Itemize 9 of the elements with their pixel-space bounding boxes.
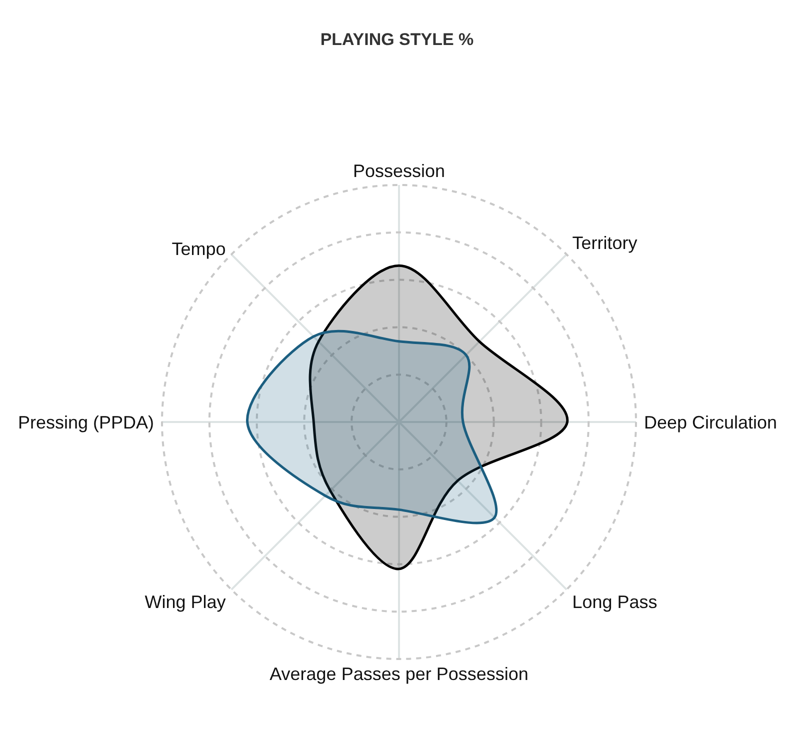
spoke-label: Territory <box>572 232 638 253</box>
spoke-label: Average Passes per Possession <box>270 664 528 684</box>
spoke-label: Possession <box>352 161 446 181</box>
spoke-label: Tempo <box>172 239 226 260</box>
chart-title: PLAYING STYLE % <box>319 29 475 51</box>
spoke-label: Long Pass <box>572 592 658 612</box>
spoke-label: Deep Circulation <box>644 412 778 432</box>
spoke-label: Wing Play <box>144 592 226 612</box>
spoke-label: Pressing (PPDA) <box>18 412 154 432</box>
